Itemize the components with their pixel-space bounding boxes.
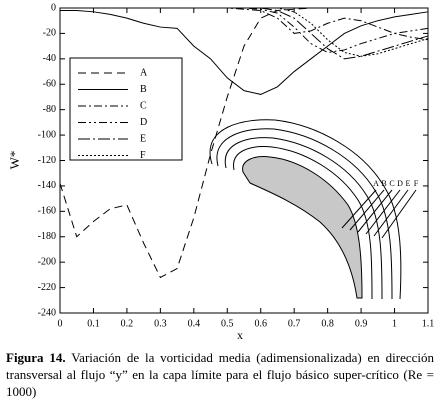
y-tick-label: -200 [38,256,56,267]
y-tick-label: -120 [38,155,56,166]
inset-label: E [406,179,411,188]
y-tick-label: -220 [38,282,56,293]
x-axis-label: x [237,328,243,342]
y-tick-label: -100 [38,129,56,140]
x-tick-label: 0.3 [154,318,167,329]
series-line [59,7,428,279]
x-tick-label: 0.8 [321,318,334,329]
legend-box [69,57,183,161]
x-tick-label: 0.9 [355,318,368,329]
x-tick-label: 1.1 [422,318,435,329]
x-tick-label: 1 [392,318,397,329]
y-tick-label: 0 [51,2,56,13]
caption: Figura 14. Variación de la vorticidad me… [6,349,434,400]
x-tick-label: 0.6 [254,318,267,329]
y-tick-label: -20 [43,28,56,39]
caption-label: Figura 14. [6,350,66,365]
y-tick-label: -40 [43,53,56,64]
inset-label: A [373,179,379,188]
legend-label: D [140,117,147,128]
series-line [60,7,429,41]
x-tick-label: 0.1 [87,318,100,329]
inset-label: F [414,179,419,188]
y-tick-label: -140 [38,180,56,191]
series-line [60,7,429,57]
inset-label: D [397,179,403,188]
legend-label: B [140,84,147,95]
chart: W* x -240-220-200-180-160-140-120-100-80… [7,2,435,342]
y-tick-label: -240 [38,307,56,318]
x-tick-label: 0.7 [288,318,301,329]
legend-label: A [140,67,148,78]
y-tick-label: -160 [38,206,56,217]
y-tick-label: -180 [38,231,56,242]
y-axis-label: W* [7,151,22,170]
legend-label: C [140,100,147,111]
x-tick-label: 0.5 [221,318,234,329]
legend-label: F [140,150,146,161]
x-tick-label: 0 [58,318,63,329]
y-tick-label: -60 [43,79,56,90]
caption-text: Variación de la vorticidad media (adimen… [6,350,434,399]
series-line [60,10,429,95]
inset-label: B [381,179,386,188]
airfoil-inset [209,119,417,300]
y-tick-label: -80 [43,104,56,115]
x-tick-label: 0.2 [121,318,134,329]
x-tick-label: 0.4 [188,318,201,329]
legend-label: E [140,133,146,144]
inset-label: C [389,179,394,188]
